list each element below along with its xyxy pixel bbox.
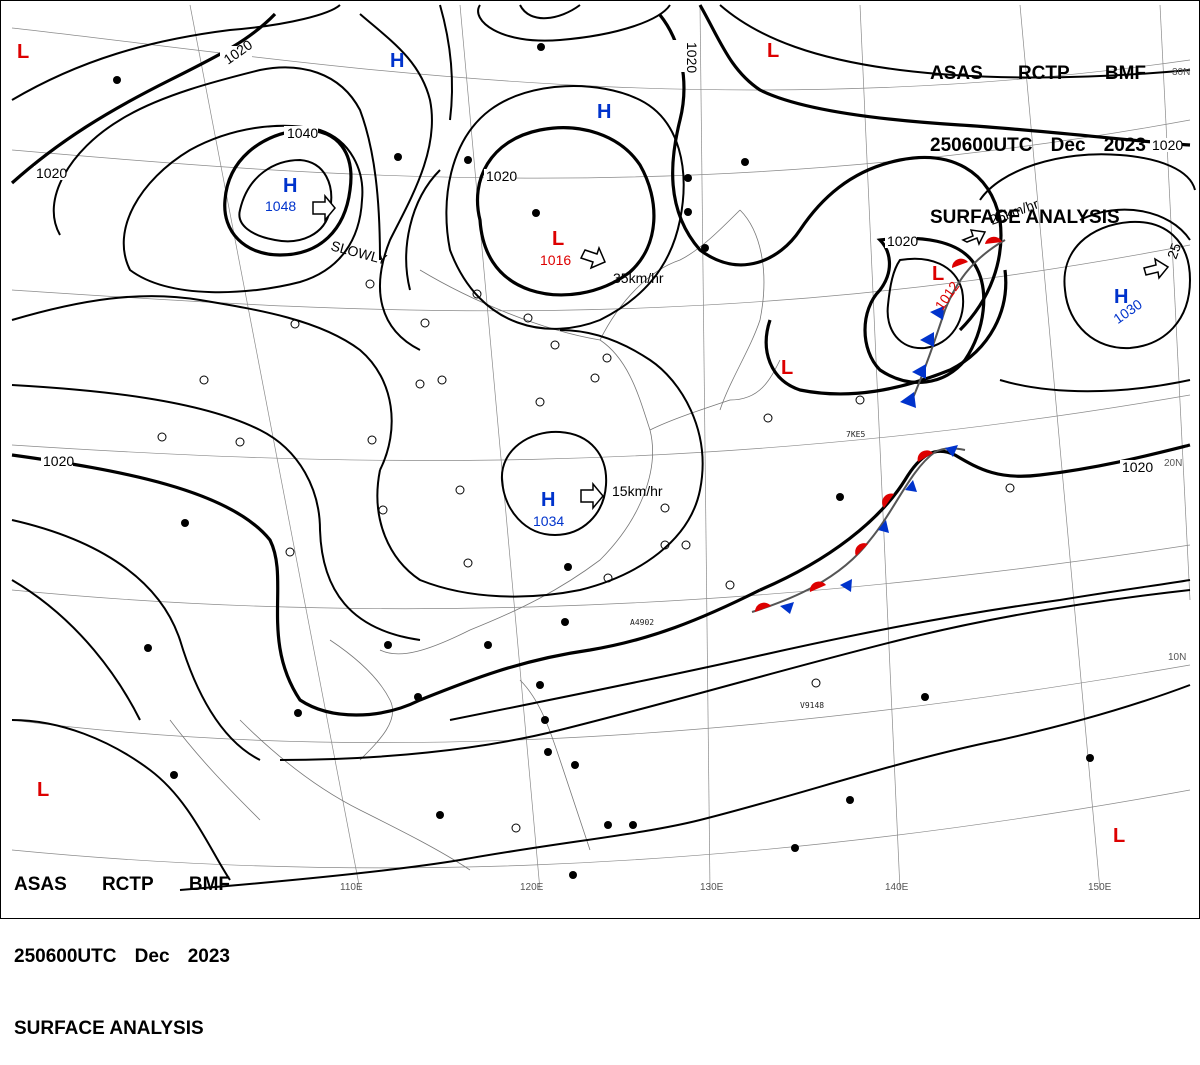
header-station-code: RCTP bbox=[1017, 63, 1070, 84]
central-pressure: 1034 bbox=[533, 513, 564, 529]
high-center-label: H bbox=[1114, 286, 1128, 308]
fronts bbox=[751, 236, 1006, 614]
isobars bbox=[10, 4, 1196, 891]
header-product-code: BMF bbox=[188, 874, 230, 895]
header-line-2: 250600UTC Dec 2023 bbox=[930, 134, 1146, 158]
header-line-1: ASAS RCTP BMF bbox=[930, 62, 1146, 86]
chart-header-top: ASAS RCTP BMF 250600UTC Dec 2023 SURFACE… bbox=[930, 14, 1146, 254]
header-time: 250600UTC bbox=[930, 135, 1033, 156]
header-month: Dec bbox=[1050, 135, 1086, 156]
low-center-label: L bbox=[781, 357, 793, 379]
station-plots bbox=[113, 43, 1094, 879]
isobar-value: 1020 bbox=[43, 453, 74, 469]
motion-arrow-icon bbox=[312, 193, 336, 223]
warm-front-north bbox=[951, 236, 1002, 268]
low-center-label: L bbox=[552, 228, 564, 250]
isobar-labels: 1020 1040 1020 1020 1020 1020 1020 1020 … bbox=[34, 36, 1183, 475]
longitude-label: 120E bbox=[520, 882, 544, 893]
low-center-label: L bbox=[767, 40, 779, 62]
header-title: SURFACE ANALYSIS bbox=[930, 207, 1120, 228]
isobar-value: 1040 bbox=[287, 125, 318, 141]
header-center-code: ASAS bbox=[14, 874, 67, 895]
low-center-label: L bbox=[17, 41, 29, 63]
motion-text: 25 bbox=[1164, 241, 1184, 261]
graticule bbox=[11, 4, 1191, 891]
longitude-label: 110E bbox=[340, 882, 363, 893]
surface-analysis-map: H 1048 SLOWLY L 1016 35km/hr H 1034 15km… bbox=[0, 0, 1200, 919]
high-center-label: H bbox=[283, 175, 297, 197]
longitude-label: 140E bbox=[885, 882, 909, 893]
high-center-label: H bbox=[597, 101, 611, 123]
longitude-label: 130E bbox=[700, 882, 724, 893]
cold-front-south bbox=[780, 445, 958, 614]
isobar-value: 1020 bbox=[36, 165, 67, 181]
chart-header-bottom: ASAS RCTP BMF 250600UTC Dec 2023 SURFACE… bbox=[14, 825, 230, 1065]
station-id: V9148 bbox=[800, 701, 824, 710]
header-center-code: ASAS bbox=[930, 63, 983, 84]
header-year: 2023 bbox=[1103, 135, 1146, 156]
station-id: A4902 bbox=[630, 618, 654, 627]
motion-arrow-icon bbox=[580, 481, 604, 511]
central-pressure: 1048 bbox=[265, 198, 296, 214]
isobar-value: 1020 bbox=[684, 42, 700, 73]
motion-text: 15km/hr bbox=[612, 483, 663, 499]
cold-front-north bbox=[900, 306, 944, 408]
central-pressure: 1016 bbox=[540, 252, 571, 268]
header-month: Dec bbox=[134, 946, 170, 967]
station-identifiers: A4902 V9148 7KE5 bbox=[630, 430, 865, 710]
header-time: 250600UTC bbox=[14, 946, 117, 967]
latitude-label: 30N bbox=[1172, 67, 1190, 78]
header-year: 2023 bbox=[187, 946, 230, 967]
low-center-label: L bbox=[1113, 825, 1125, 847]
motion-arrow-icon bbox=[579, 245, 606, 270]
motion-arrows bbox=[312, 193, 1170, 511]
warm-front-south bbox=[754, 450, 933, 612]
header-product-code: BMF bbox=[1104, 63, 1146, 84]
map-background bbox=[0, 0, 1200, 919]
latitude-label: 20N bbox=[1164, 458, 1182, 469]
header-station-code: RCTP bbox=[101, 874, 154, 895]
coordinate-labels: 110E 120E 130E 140E 150E 30N 20N 10N bbox=[340, 67, 1190, 893]
isobar-value: 1020 bbox=[887, 233, 918, 249]
isobar-value: 1020 bbox=[486, 168, 517, 184]
motion-arrow-icon bbox=[961, 229, 987, 246]
isobar-value: 1020 bbox=[1122, 459, 1153, 475]
low-center-label: L bbox=[932, 263, 944, 285]
longitude-label: 150E bbox=[1088, 882, 1112, 893]
latitude-label: 10N bbox=[1168, 652, 1186, 663]
motion-arrow-icon bbox=[1143, 257, 1170, 280]
low-center-label: L bbox=[37, 779, 49, 801]
motion-text: 35km/hr bbox=[613, 270, 664, 286]
isobar-value: 1020 bbox=[1152, 137, 1183, 153]
coastlines bbox=[169, 209, 781, 871]
station-id: 7KE5 bbox=[846, 430, 865, 439]
header-title: SURFACE ANALYSIS bbox=[14, 1018, 204, 1039]
header-line-2: 250600UTC Dec 2023 bbox=[14, 945, 230, 969]
header-line-1: ASAS RCTP BMF bbox=[14, 873, 230, 897]
high-center-label: H bbox=[541, 489, 555, 511]
high-center-label: H bbox=[390, 50, 404, 72]
